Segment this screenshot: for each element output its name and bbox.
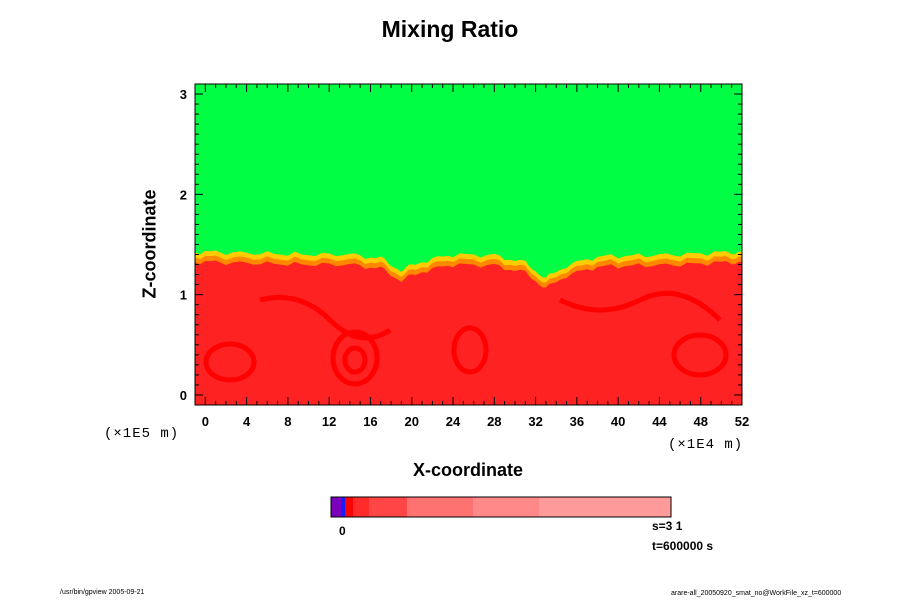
x-tick-label-4: 16 — [363, 414, 377, 429]
eddy-1 — [330, 329, 380, 387]
y-tick-label-0: 0 — [180, 388, 187, 403]
colorbar-segment-7 — [539, 497, 671, 517]
y-tick-label-2: 2 — [180, 187, 187, 202]
footer-left: /usr/bin/gpview 2005-09-21 — [60, 589, 145, 596]
x-tick-label-13: 52 — [735, 414, 749, 429]
eddy-5 — [671, 332, 729, 378]
y-axis: 0 1 2 3 — [180, 87, 742, 403]
x-tick-label-11: 44 — [652, 414, 667, 429]
colorbar-segment-3 — [353, 497, 369, 517]
colorbar-label: 0 — [339, 524, 346, 538]
eddy-7 — [558, 290, 722, 322]
x-scale-label: (×1E4 m) — [668, 437, 744, 453]
eddy-4 — [451, 325, 489, 375]
plot-area — [195, 84, 742, 405]
y-tick-label-1: 1 — [180, 288, 187, 303]
footer-right: arare-all_20050920_smat_no@WorkFile_xz_t… — [671, 590, 842, 597]
eddy-6 — [259, 295, 392, 341]
x-tick-label-0: 0 — [202, 414, 209, 429]
x-tick-label-3: 12 — [322, 414, 336, 429]
x-tick-label-8: 32 — [528, 414, 542, 429]
colorbar-segment-6 — [473, 497, 539, 517]
colorbar-segment-0 — [331, 497, 341, 517]
x-tick-label-2: 8 — [284, 414, 291, 429]
lower-region — [195, 260, 742, 405]
t-info: t=600000 s — [652, 539, 714, 553]
colorbar-segment-2 — [345, 497, 353, 517]
colorbar-segment-4 — [369, 497, 407, 517]
eddy-2 — [342, 345, 368, 375]
colorbar — [330, 496, 672, 518]
chart-title: Mixing Ratio — [381, 16, 519, 42]
s-info: s=3 1 — [652, 519, 683, 533]
x-tick-label-5: 20 — [405, 414, 419, 429]
colorbar-segment-5 — [407, 497, 473, 517]
x-axis: 0 4 8 12 16 20 24 28 32 36 40 44 48 52 — [202, 84, 749, 429]
eddy-structures — [203, 290, 729, 387]
x-axis-label: X-coordinate — [412, 460, 523, 480]
x-tick-label-6: 24 — [446, 414, 461, 429]
eddy-3 — [203, 341, 257, 383]
x-tick-label-7: 28 — [487, 414, 501, 429]
y-scale-label: (×1E5 m) — [104, 426, 180, 442]
y-tick-label-3: 3 — [180, 87, 187, 102]
colorbar-segment-1 — [341, 497, 345, 517]
x-tick-label-10: 40 — [611, 414, 625, 429]
colorbar-frame — [330, 496, 672, 518]
y-axis-label: Z-coordinate — [139, 189, 160, 299]
x-tick-label-12: 48 — [693, 414, 707, 429]
x-tick-label-9: 36 — [570, 414, 584, 429]
x-tick-label-1: 4 — [243, 414, 251, 429]
